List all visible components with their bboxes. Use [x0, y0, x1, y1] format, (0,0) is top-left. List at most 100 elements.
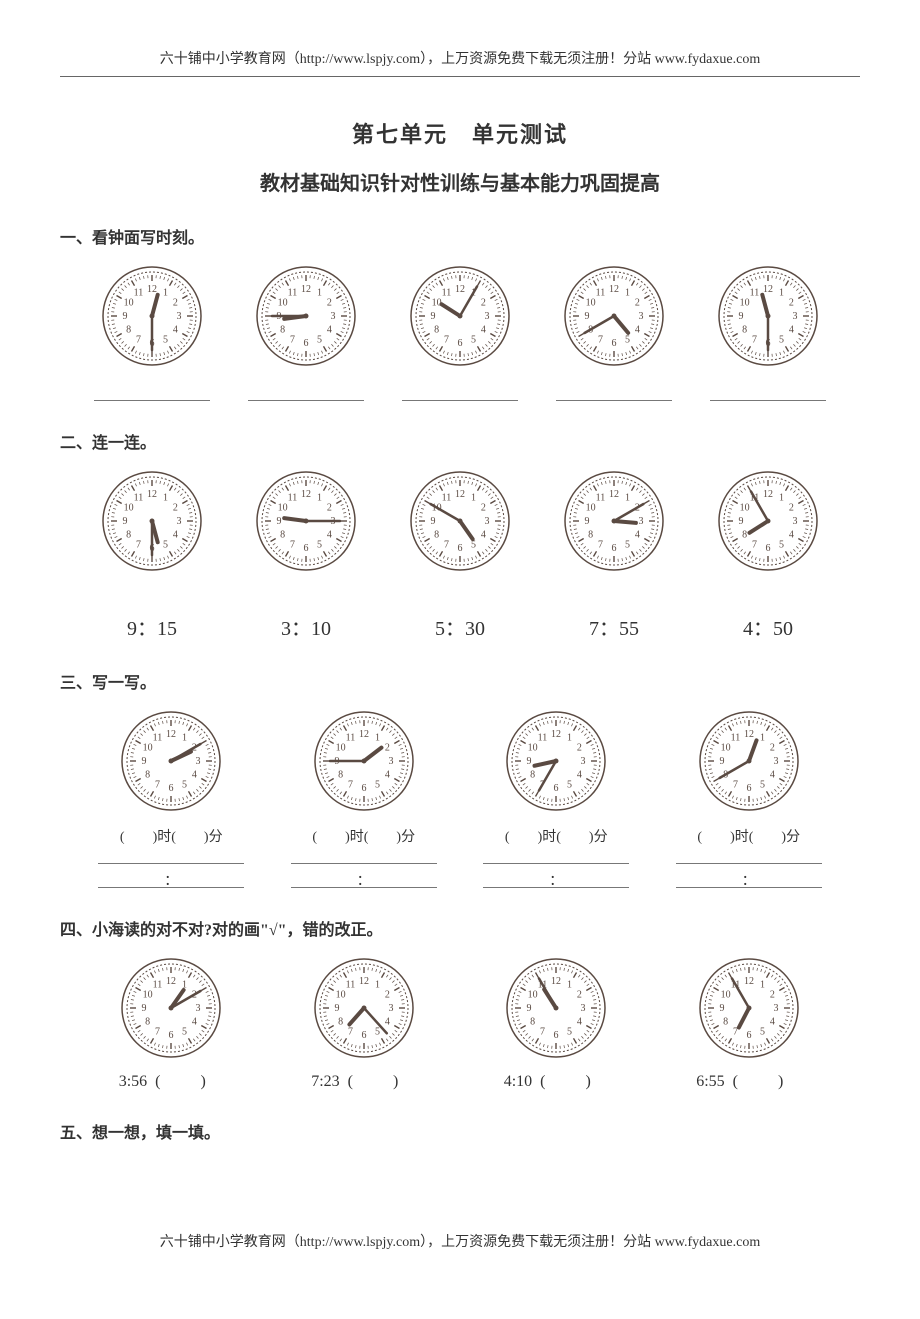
answer-blank[interactable] [98, 850, 244, 864]
svg-text:8: 8 [280, 530, 285, 541]
q3-fill-line[interactable]: ( )时( )分 [80, 826, 263, 846]
svg-text:4: 4 [577, 1017, 582, 1028]
q1-clock-cell: 123456789101112 [388, 266, 532, 401]
q2-time-label: 9：15 [80, 582, 224, 641]
svg-text:3: 3 [196, 756, 201, 767]
answer-blank[interactable] [94, 387, 209, 401]
svg-text:1: 1 [317, 493, 322, 504]
answer-blank[interactable] [710, 387, 825, 401]
time-text: 7：55 [542, 612, 686, 641]
page-header: 六十铺中小学教育网（http://www.lspjy.com），上万资源免费下载… [60, 40, 860, 77]
svg-text:5: 5 [317, 334, 322, 345]
svg-text:1: 1 [625, 288, 630, 299]
q4-answer-line[interactable]: 4:10( ) [465, 1073, 648, 1091]
section-4-label: 四、小海读的对不对?对的画"√"，错的改正。 [60, 916, 860, 940]
answer-blank[interactable] [483, 850, 629, 864]
svg-text:2: 2 [481, 503, 486, 514]
section-1-row: 123456789101112 123456789101112 1234567891… [80, 266, 840, 401]
answer-blank[interactable] [402, 387, 517, 401]
q2-clock-cell: 123456789101112 [696, 471, 840, 576]
svg-text:5: 5 [567, 779, 572, 790]
svg-text:3: 3 [177, 311, 182, 322]
svg-text:5: 5 [625, 539, 630, 550]
svg-text:11: 11 [288, 288, 298, 299]
q4-answer-line[interactable]: 6:55( ) [658, 1073, 841, 1091]
svg-text:9: 9 [277, 516, 282, 527]
svg-text:12: 12 [166, 729, 176, 740]
svg-text:6: 6 [458, 338, 463, 349]
answer-blank[interactable] [556, 387, 671, 401]
svg-text:12: 12 [744, 729, 754, 740]
section-2-times: 9：153：105：307：554：50 [80, 582, 840, 641]
q1-clock-cell: 123456789101112 [696, 266, 840, 401]
answer-blank[interactable] [291, 850, 437, 864]
svg-text:7: 7 [752, 334, 757, 345]
svg-text:12: 12 [609, 489, 619, 500]
svg-text:3: 3 [773, 756, 778, 767]
q2-clock-cell: 123456789101112 [234, 471, 378, 576]
svg-text:12: 12 [359, 729, 369, 740]
q3-fill-line[interactable]: ( )时( )分 [658, 826, 841, 846]
svg-text:3: 3 [639, 516, 644, 527]
q1-clock-cell: 123456789101112 [542, 266, 686, 401]
clock-icon: 123456789101112 [699, 711, 799, 811]
svg-text:9: 9 [719, 1003, 724, 1014]
svg-text:2: 2 [789, 298, 794, 309]
svg-text:7: 7 [155, 779, 160, 790]
svg-text:5: 5 [375, 779, 380, 790]
svg-text:6: 6 [766, 543, 771, 554]
clock-icon: 123456789101112 [256, 266, 356, 366]
svg-text:8: 8 [742, 530, 747, 541]
svg-text:12: 12 [763, 284, 773, 295]
svg-text:9: 9 [527, 756, 532, 767]
svg-text:9: 9 [142, 1003, 147, 1014]
q2-clock-cell: 123456789101112 [388, 471, 532, 576]
answer-blank[interactable] [676, 850, 822, 864]
svg-text:2: 2 [481, 298, 486, 309]
section-1-label: 一、看钟面写时刻。 [60, 224, 860, 248]
svg-text:7: 7 [444, 539, 449, 550]
q2-clock-cell: 123456789101112 [542, 471, 686, 576]
svg-text:8: 8 [530, 1017, 535, 1028]
svg-text:9: 9 [739, 516, 744, 527]
svg-text:5: 5 [163, 334, 168, 345]
svg-text:12: 12 [301, 489, 311, 500]
svg-text:7: 7 [136, 334, 141, 345]
svg-text:11: 11 [442, 288, 452, 299]
svg-text:10: 10 [586, 503, 596, 514]
svg-text:3: 3 [639, 311, 644, 322]
q3-fill-line[interactable]: ( )时( )分 [465, 826, 648, 846]
svg-text:8: 8 [338, 1017, 343, 1028]
q3-clock-cell: 123456789101112( )时( )分： [465, 711, 648, 888]
svg-text:5: 5 [760, 1026, 765, 1037]
svg-text:1: 1 [567, 733, 572, 744]
svg-text:8: 8 [530, 770, 535, 781]
q4-clock-cell: 1234567891011126:55( ) [658, 958, 841, 1091]
clock-icon: 123456789101112 [699, 958, 799, 1058]
q3-fill-line[interactable]: ( )时( )分 [273, 826, 456, 846]
svg-text:1: 1 [760, 980, 765, 991]
svg-text:2: 2 [789, 503, 794, 514]
clock-icon: 123456789101112 [121, 711, 221, 811]
q2-time-label: 4：50 [696, 582, 840, 641]
clock-icon: 123456789101112 [564, 266, 664, 366]
svg-text:10: 10 [143, 990, 153, 1001]
svg-text:9: 9 [431, 516, 436, 527]
q4-answer-line[interactable]: 7:23( ) [273, 1073, 456, 1091]
svg-text:2: 2 [385, 743, 390, 754]
svg-text:11: 11 [134, 493, 144, 504]
svg-text:4: 4 [635, 530, 640, 541]
title-subtitle: 教材基础知识针对性训练与基本能力巩固提高 [60, 167, 860, 196]
clock-icon: 123456789101112 [256, 471, 356, 571]
svg-text:9: 9 [527, 1003, 532, 1014]
q4-answer-line[interactable]: 3:56( ) [80, 1073, 263, 1091]
svg-text:8: 8 [434, 530, 439, 541]
q2-clock-cell: 123456789101112 [80, 471, 224, 576]
svg-text:5: 5 [760, 779, 765, 790]
svg-text:11: 11 [345, 733, 355, 744]
svg-text:6: 6 [746, 1030, 751, 1041]
time-text: 9：15 [80, 612, 224, 641]
svg-text:10: 10 [720, 743, 730, 754]
clock-icon: 123456789101112 [102, 266, 202, 366]
answer-blank[interactable] [248, 387, 363, 401]
